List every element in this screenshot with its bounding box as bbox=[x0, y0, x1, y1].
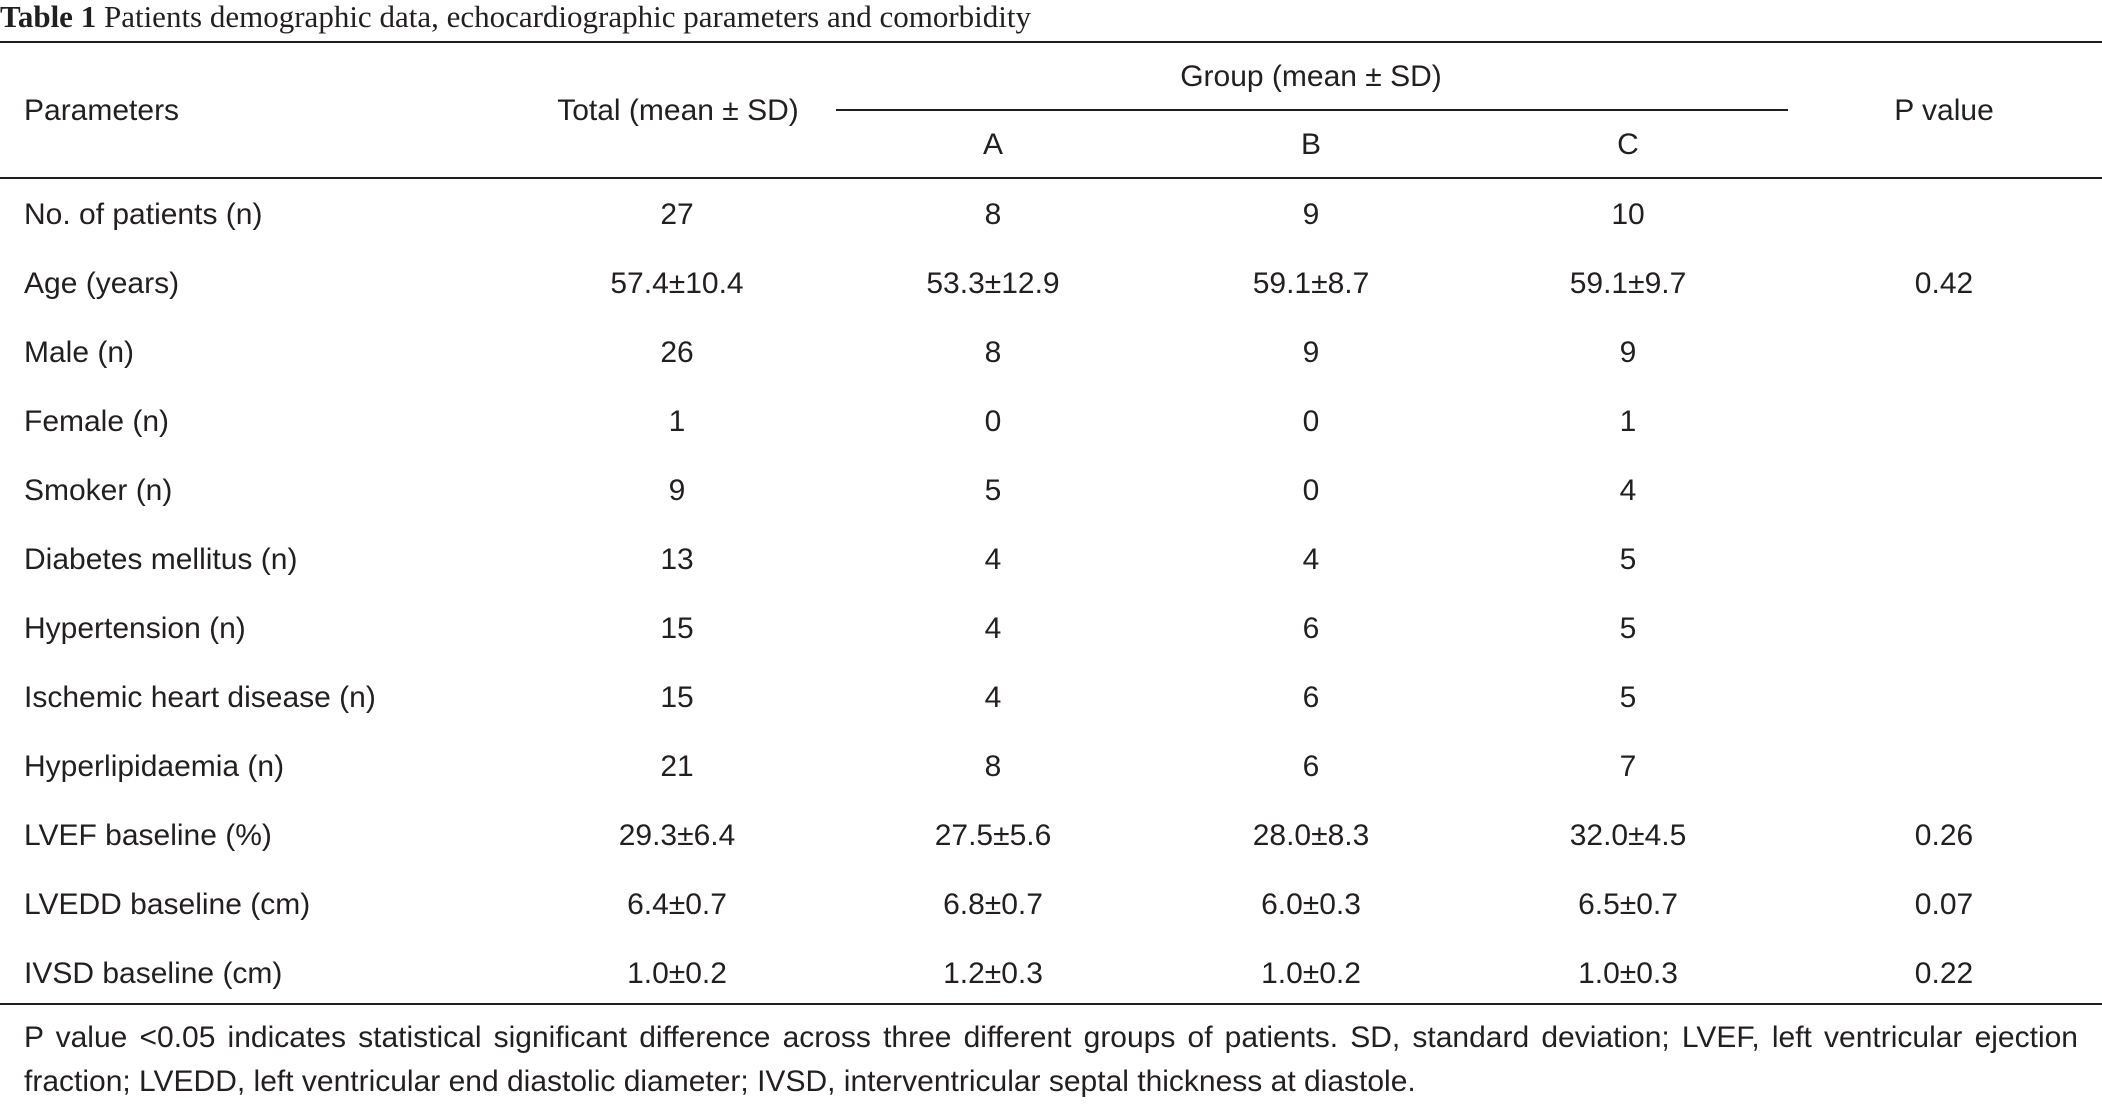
cell-group-a: 0 bbox=[984, 405, 1002, 438]
table-row: No. of patients (n) 27 8 9 10 bbox=[0, 197, 2102, 266]
header-parameters: Parameters bbox=[24, 94, 180, 127]
table-row: Male (n) 26 8 9 9 bbox=[0, 335, 2102, 404]
cell-group-c: 1.0±0.3 bbox=[1578, 957, 1678, 990]
cell-p-value: 0.42 bbox=[1914, 267, 1974, 300]
cell-total: 15 bbox=[660, 681, 694, 714]
table-bottom-rule bbox=[0, 1003, 2102, 1005]
cell-parameter: Smoker (n) bbox=[24, 474, 173, 507]
table-caption-text: Patients demographic data, echocardiogra… bbox=[103, 0, 1032, 34]
cell-group-c: 59.1±9.7 bbox=[1569, 267, 1687, 300]
cell-total: 15 bbox=[660, 612, 694, 645]
cell-group-c: 5 bbox=[1619, 543, 1637, 576]
cell-total: 1.0±0.2 bbox=[627, 957, 727, 990]
header-group-rule bbox=[836, 109, 1788, 111]
cell-total: 9 bbox=[668, 474, 686, 507]
cell-group-b: 6.0±0.3 bbox=[1261, 888, 1361, 921]
table-row: Smoker (n) 9 5 0 4 bbox=[0, 473, 2102, 542]
cell-total: 21 bbox=[660, 750, 694, 783]
cell-parameter: LVEDD baseline (cm) bbox=[24, 888, 311, 921]
cell-group-a: 4 bbox=[984, 612, 1002, 645]
cell-group-a: 8 bbox=[984, 750, 1002, 783]
cell-parameter: No. of patients (n) bbox=[24, 198, 263, 231]
cell-group-b: 1.0±0.2 bbox=[1261, 957, 1361, 990]
cell-group-c: 10 bbox=[1611, 198, 1645, 231]
cell-group-b: 9 bbox=[1302, 198, 1320, 231]
cell-parameter: Hypertension (n) bbox=[24, 612, 246, 645]
table-caption-label: Table 1 bbox=[0, 0, 97, 34]
header-group-a: A bbox=[982, 128, 1004, 161]
cell-parameter: LVEF baseline (%) bbox=[24, 819, 272, 852]
cell-parameter: Male (n) bbox=[24, 336, 135, 369]
header-group: Group (mean ± SD) bbox=[1180, 60, 1442, 93]
cell-total: 27 bbox=[660, 198, 694, 231]
table-header-rule bbox=[0, 177, 2102, 179]
table-row: Female (n) 1 0 0 1 bbox=[0, 404, 2102, 473]
header-group-c: C bbox=[1617, 128, 1639, 161]
cell-p-value: 0.07 bbox=[1914, 888, 1974, 921]
cell-group-a: 4 bbox=[984, 681, 1002, 714]
cell-group-a: 6.8±0.7 bbox=[943, 888, 1043, 921]
cell-group-a: 1.2±0.3 bbox=[943, 957, 1043, 990]
cell-total: 29.3±6.4 bbox=[618, 819, 736, 852]
cell-total: 57.4±10.4 bbox=[610, 267, 744, 300]
cell-p-value: 0.26 bbox=[1914, 819, 1974, 852]
table-row: Ischemic heart disease (n) 15 4 6 5 bbox=[0, 680, 2102, 749]
cell-parameter: Diabetes mellitus (n) bbox=[24, 543, 298, 576]
cell-group-b: 6 bbox=[1302, 612, 1320, 645]
cell-total: 13 bbox=[660, 543, 694, 576]
cell-group-a: 27.5±5.6 bbox=[934, 819, 1052, 852]
header-total: Total (mean ± SD) bbox=[557, 94, 799, 127]
cell-group-b: 0 bbox=[1302, 474, 1320, 507]
cell-group-a: 8 bbox=[984, 198, 1002, 231]
cell-group-a: 5 bbox=[984, 474, 1002, 507]
cell-group-b: 28.0±8.3 bbox=[1252, 819, 1370, 852]
table-body: No. of patients (n) 27 8 9 10 Age (years) 57.4… bbox=[0, 197, 2102, 1025]
cell-group-c: 4 bbox=[1619, 474, 1637, 507]
cell-total: 6.4±0.7 bbox=[627, 888, 727, 921]
cell-group-b: 0 bbox=[1302, 405, 1320, 438]
cell-total: 1 bbox=[668, 405, 686, 438]
cell-parameter: Ischemic heart disease (n) bbox=[24, 681, 376, 714]
header-p-value: P value bbox=[1894, 94, 1994, 127]
cell-p-value: 0.22 bbox=[1914, 957, 1974, 990]
cell-group-c: 7 bbox=[1619, 750, 1637, 783]
cell-parameter: Age (years) bbox=[24, 267, 180, 300]
cell-group-b: 59.1±8.7 bbox=[1252, 267, 1370, 300]
cell-group-c: 5 bbox=[1619, 681, 1637, 714]
cell-group-b: 9 bbox=[1302, 336, 1320, 369]
cell-parameter: IVSD baseline (cm) bbox=[24, 957, 283, 990]
table-row: LVEF baseline (%) 29.3±6.4 27.5±5.6 28.0±8.… bbox=[0, 818, 2102, 887]
cell-parameter: Female (n) bbox=[24, 405, 170, 438]
table-row: Hypertension (n) 15 4 6 5 bbox=[0, 611, 2102, 680]
cell-group-a: 8 bbox=[984, 336, 1002, 369]
cell-group-c: 1 bbox=[1619, 405, 1637, 438]
table-row: Age (years) 57.4±10.4 53.3±12.9 59.1±8.7 59.… bbox=[0, 266, 2102, 335]
cell-group-b: 6 bbox=[1302, 750, 1320, 783]
table-footnote: P value <0.05 indicates statistical sign… bbox=[24, 1021, 2078, 1098]
table-row: Diabetes mellitus (n) 13 4 4 5 bbox=[0, 542, 2102, 611]
table-row: LVEDD baseline (cm) 6.4±0.7 6.8±0.7 6.0±0.3… bbox=[0, 887, 2102, 956]
cell-group-c: 6.5±0.7 bbox=[1578, 888, 1678, 921]
table-caption: Table 1 Patients demographic data, echoc… bbox=[0, 0, 1031, 34]
cell-total: 26 bbox=[660, 336, 694, 369]
cell-group-a: 53.3±12.9 bbox=[926, 267, 1060, 300]
cell-parameter: Hyperlipidaemia (n) bbox=[24, 750, 285, 783]
cell-group-c: 9 bbox=[1619, 336, 1637, 369]
cell-group-b: 6 bbox=[1302, 681, 1320, 714]
cell-group-a: 4 bbox=[984, 543, 1002, 576]
header-group-b: B bbox=[1300, 128, 1322, 161]
table-top-rule bbox=[0, 41, 2102, 43]
cell-group-b: 4 bbox=[1302, 543, 1320, 576]
cell-group-c: 32.0±4.5 bbox=[1569, 819, 1687, 852]
cell-group-c: 5 bbox=[1619, 612, 1637, 645]
table-row: IVSD baseline (cm) 1.0±0.2 1.2±0.3 1.0±0.2 1… bbox=[0, 956, 2102, 1025]
table-row: Hyperlipidaemia (n) 21 8 6 7 bbox=[0, 749, 2102, 818]
